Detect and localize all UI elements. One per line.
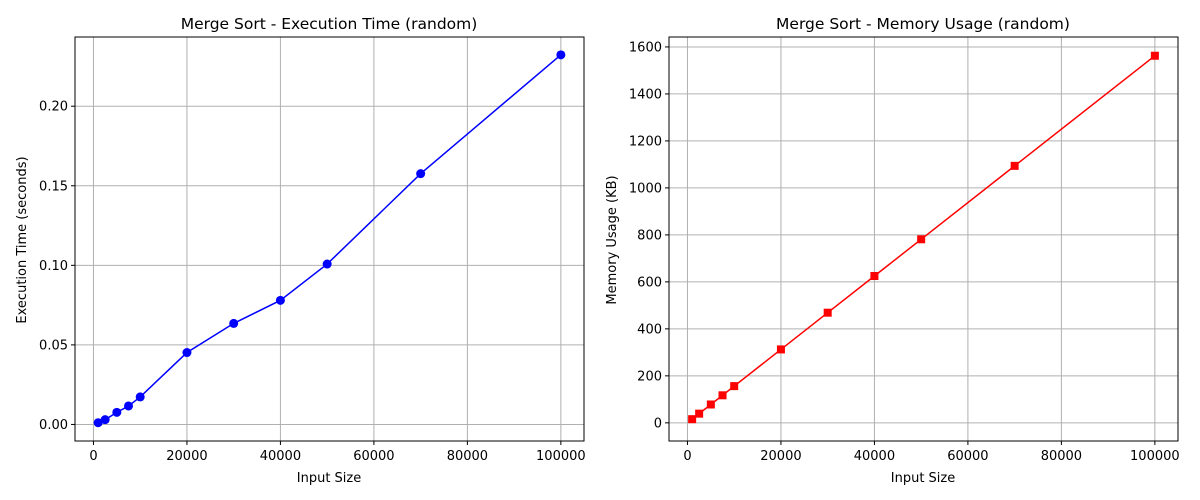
data-point (124, 401, 134, 411)
x-tick-label: 80000 (1041, 449, 1082, 464)
y-tick-label: 0.15 (39, 179, 68, 194)
x-tick-label: 80000 (447, 449, 488, 464)
data-point (416, 169, 426, 179)
x-tick-label: 40000 (260, 449, 301, 464)
y-axis-label: Memory Usage (KB) (605, 175, 620, 304)
data-point (100, 415, 110, 425)
chart-title: Merge Sort - Execution Time (random) (181, 15, 478, 33)
x-tick-label: 20000 (760, 449, 801, 464)
data-point (322, 259, 332, 269)
x-tick-label: 0 (683, 449, 691, 464)
data-point (823, 308, 832, 317)
data-point (776, 345, 785, 354)
data-point (870, 272, 879, 281)
x-tick-label: 0 (89, 449, 97, 464)
plot-frame (668, 36, 1179, 442)
data-point (112, 407, 122, 417)
data-point (706, 400, 715, 409)
series (93, 50, 566, 428)
execution-time-chart: Merge Sort - Execution Time (random) Inp… (15, 15, 586, 486)
data-point (695, 409, 704, 418)
data-point (917, 235, 926, 244)
y-tick-label: 1400 (629, 87, 662, 102)
y-tick-label: 0.10 (39, 259, 68, 274)
ticks: 0 20000 40000 60000 80000 100000 0.00 0.05 0.10 0… (39, 100, 586, 464)
y-tick-label: 0.05 (39, 338, 68, 353)
x-tick-label: 60000 (353, 449, 394, 464)
grid (75, 37, 584, 441)
y-axis-label: Execution Time (seconds) (15, 156, 30, 323)
y-tick-label: 0.20 (39, 100, 68, 115)
data-point (135, 392, 145, 402)
y-tick-label: 0.00 (39, 418, 68, 433)
plot-frame (74, 36, 585, 442)
memory-usage-chart: Merge Sort - Memory Usage (random) Input… (605, 15, 1180, 486)
data-point (730, 382, 739, 391)
y-tick-label: 1000 (629, 181, 662, 196)
y-tick-label: 200 (637, 369, 662, 384)
x-axis-label: Input Size (297, 471, 361, 486)
series-line (97, 54, 562, 424)
x-tick-label: 100000 (1130, 449, 1180, 464)
x-axis-label: Input Size (891, 471, 955, 486)
data-point (1010, 161, 1019, 170)
data-point (182, 348, 192, 358)
x-tick-label: 40000 (854, 449, 895, 464)
y-tick-label: 800 (637, 228, 662, 243)
y-tick-label: 400 (637, 322, 662, 337)
grid (669, 37, 1178, 441)
y-tick-label: 0 (654, 416, 662, 431)
x-tick-label: 100000 (536, 449, 586, 464)
data-point (1150, 51, 1159, 60)
data-point (556, 50, 566, 60)
x-tick-label: 20000 (166, 449, 207, 464)
data-point (688, 415, 697, 424)
ticks: 0 20000 40000 60000 80000 100000 0 200 400 600 800… (629, 40, 1180, 464)
y-tick-label: 1600 (629, 40, 662, 55)
y-tick-label: 1200 (629, 134, 662, 149)
chart-title: Merge Sort - Memory Usage (random) (776, 15, 1070, 33)
series (688, 51, 1159, 424)
data-point (229, 318, 239, 328)
data-point (275, 295, 285, 305)
y-tick-label: 600 (637, 275, 662, 290)
x-tick-label: 60000 (947, 449, 988, 464)
data-point (718, 391, 727, 400)
data-point (93, 418, 103, 428)
